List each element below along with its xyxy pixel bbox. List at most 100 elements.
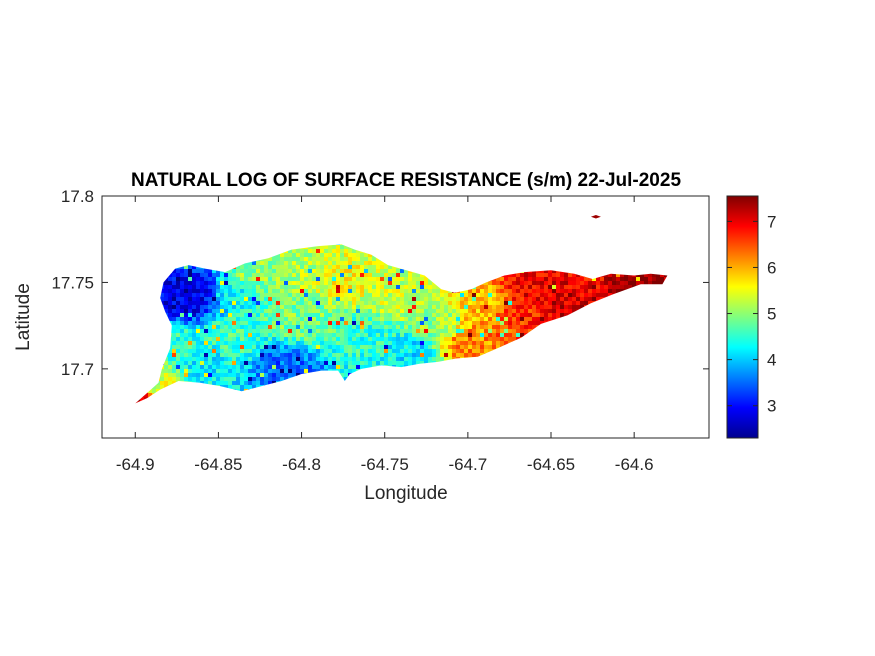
heatmap-cell	[348, 253, 352, 257]
heatmap-cell	[612, 281, 616, 285]
heatmap-cell	[284, 305, 288, 309]
heatmap-cell	[316, 297, 320, 301]
heatmap-cell	[348, 257, 352, 261]
heatmap-cell	[188, 285, 192, 289]
heatmap-cell	[340, 345, 344, 349]
heatmap-cell	[188, 265, 192, 269]
heatmap-cell	[248, 321, 252, 325]
heatmap-cell	[432, 321, 436, 325]
heatmap-cell	[452, 317, 456, 321]
heatmap-cell	[172, 285, 176, 289]
heatmap-cell	[232, 285, 236, 289]
heatmap-cell	[436, 297, 440, 301]
heatmap-cell	[524, 317, 528, 321]
heatmap-cell	[624, 281, 628, 285]
heatmap-cell	[252, 301, 256, 305]
heatmap-cell	[256, 345, 260, 349]
heatmap-cell	[260, 309, 264, 313]
heatmap-cell	[248, 301, 252, 305]
heatmap-cell	[228, 269, 232, 273]
heatmap-cell	[188, 277, 192, 281]
heatmap-cell	[428, 317, 432, 321]
heatmap-cell	[316, 345, 320, 349]
heatmap-cell	[536, 289, 540, 293]
heatmap-cell	[344, 273, 348, 277]
heatmap-cell	[272, 297, 276, 301]
heatmap-cell	[540, 309, 544, 313]
heatmap-cell	[448, 301, 452, 305]
heatmap-cell	[460, 293, 464, 297]
heatmap-cell	[392, 329, 396, 333]
heatmap-cell	[464, 329, 468, 333]
heatmap-cell	[360, 309, 364, 313]
heatmap-cell	[244, 337, 248, 341]
heatmap-cell	[176, 317, 180, 321]
heatmap-cell	[532, 305, 536, 309]
heatmap-cell	[512, 285, 516, 289]
heatmap-cell	[532, 301, 536, 305]
heatmap-cell	[356, 261, 360, 265]
heatmap-cell	[172, 345, 176, 349]
heatmap-cell	[324, 313, 328, 317]
heatmap-cell	[564, 309, 568, 313]
heatmap-cell	[208, 329, 212, 333]
heatmap-cell	[304, 337, 308, 341]
heatmap-cell	[516, 277, 520, 281]
heatmap-cell	[336, 261, 340, 265]
heatmap-cell	[444, 313, 448, 317]
heatmap-cell	[344, 281, 348, 285]
heatmap-cell	[484, 293, 488, 297]
heatmap-cell	[452, 293, 456, 297]
heatmap-cell	[372, 341, 376, 345]
heatmap-cell	[476, 341, 480, 345]
heatmap-cell	[528, 301, 532, 305]
heatmap-cell	[276, 329, 280, 333]
heatmap-cell	[388, 309, 392, 313]
heatmap-cell	[304, 301, 308, 305]
heatmap-cell	[172, 293, 176, 297]
heatmap-cell	[552, 273, 556, 277]
heatmap-cell	[336, 285, 340, 289]
heatmap-cell	[572, 281, 576, 285]
heatmap-cell	[212, 325, 216, 329]
heatmap-cell	[292, 289, 296, 293]
heatmap-cell	[468, 329, 472, 333]
heatmap-cell	[376, 273, 380, 277]
heatmap-cell	[352, 297, 356, 301]
heatmap-cell	[412, 277, 416, 281]
heatmap-cell	[192, 317, 196, 321]
heatmap-cell	[268, 261, 272, 265]
heatmap-cell	[284, 261, 288, 265]
heatmap-cell	[232, 313, 236, 317]
heatmap-cell	[404, 293, 408, 297]
heatmap-cell	[164, 305, 168, 309]
heatmap-cell	[332, 245, 336, 249]
heatmap-cell	[244, 313, 248, 317]
heatmap-cell	[404, 289, 408, 293]
heatmap-cell	[228, 313, 232, 317]
heatmap-cell	[384, 301, 388, 305]
heatmap-cell	[540, 321, 544, 325]
heatmap-cell	[460, 309, 464, 313]
heatmap-cell	[384, 273, 388, 277]
heatmap-cell	[344, 329, 348, 333]
heatmap-cell	[244, 301, 248, 305]
heatmap-cell	[244, 285, 248, 289]
heatmap-cell	[436, 341, 440, 345]
heatmap-cell	[292, 269, 296, 273]
heatmap-cell	[324, 337, 328, 341]
heatmap-cell	[540, 281, 544, 285]
heatmap-cell	[420, 289, 424, 293]
heatmap-cell	[392, 317, 396, 321]
heatmap-cell	[420, 309, 424, 313]
heatmap-cell	[240, 337, 244, 341]
heatmap-cell	[184, 345, 188, 349]
heatmap-cell	[468, 301, 472, 305]
heatmap-cell	[276, 273, 280, 277]
heatmap-cell	[340, 253, 344, 257]
heatmap-cell	[484, 289, 488, 293]
heatmap-cell	[536, 301, 540, 305]
heatmap-cell	[240, 333, 244, 337]
heatmap-cell	[320, 305, 324, 309]
heatmap-cell	[508, 321, 512, 325]
